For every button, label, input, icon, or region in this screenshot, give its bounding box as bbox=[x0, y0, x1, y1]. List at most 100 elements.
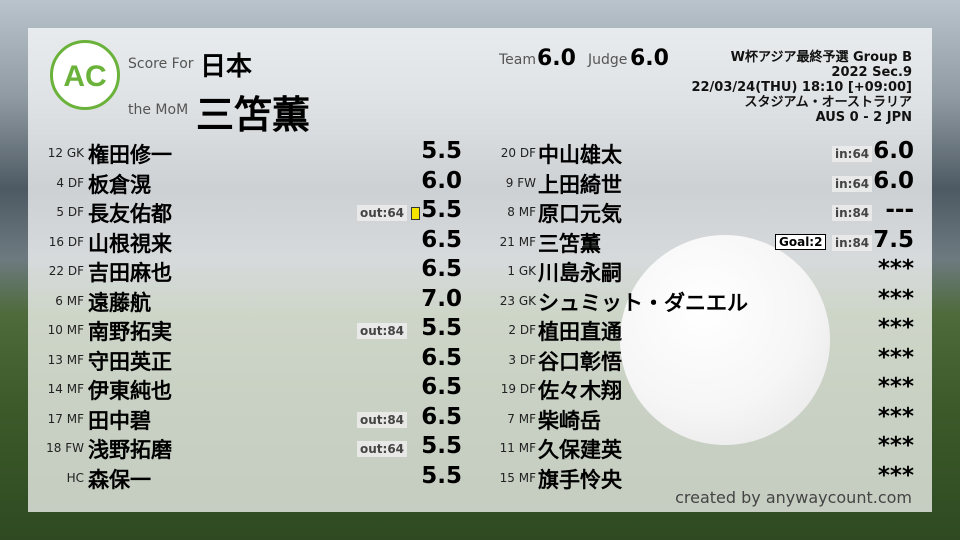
substitution-tag: in:84 bbox=[832, 205, 873, 221]
player-row: 21 MF 三笘薫 7.5 in:84 Goal:2 bbox=[0, 226, 960, 256]
player-number-position: 20 DF bbox=[500, 146, 536, 160]
season: 2022 Sec.9 bbox=[831, 65, 912, 80]
player-name: 旗手怜央 bbox=[538, 467, 622, 492]
player-number-position: 11 MF bbox=[499, 441, 536, 455]
player-number-position: 8 MF bbox=[507, 205, 536, 219]
player-name: 川島永嗣 bbox=[538, 261, 622, 285]
substitution-tag: out:64 bbox=[357, 205, 408, 221]
player-number-position: 15 MF bbox=[499, 470, 536, 485]
player-name: 中山雄太 bbox=[538, 143, 622, 167]
venue: スタジアム・オーストラリア bbox=[744, 95, 912, 110]
substitution-tag: in:64 bbox=[832, 146, 873, 162]
player-name: 吉田麻也 bbox=[88, 261, 172, 285]
player-number-position: 4 DF bbox=[56, 175, 84, 190]
judge-score: 6.0 bbox=[630, 46, 669, 71]
player-score: *** bbox=[877, 374, 914, 400]
goal-badge: Goal:2 bbox=[775, 233, 827, 250]
player-number-position: HC bbox=[66, 470, 84, 485]
player-row: 1 GK 川島永嗣 *** bbox=[0, 256, 960, 285]
player-score: 7.5 bbox=[873, 226, 914, 253]
player-row: 10 MF 南野拓実 5.5 out:84 bbox=[0, 315, 960, 344]
player-number-position: 3 DF bbox=[508, 352, 536, 367]
player-name: 浅野拓磨 bbox=[88, 438, 172, 462]
competition: W杯アジア最終予選 Group B bbox=[730, 50, 912, 65]
player-score: 6.5 bbox=[421, 226, 462, 253]
player-row: 2 DF 植田直通 *** bbox=[0, 315, 960, 344]
player-row: 18 FW 浅野拓磨 5.5 out:64 bbox=[0, 433, 960, 462]
player-score: *** bbox=[877, 344, 914, 371]
player-name: 三笘薫 bbox=[538, 231, 601, 256]
judge-label: Judge bbox=[588, 52, 628, 68]
player-row: 17 MF 田中碧 6.5 out:84 bbox=[0, 403, 960, 433]
player-row: 8 MF 原口元気 --- in:84 bbox=[0, 197, 960, 226]
substitution-tag: out:84 bbox=[357, 323, 408, 339]
team-score: 6.0 bbox=[537, 46, 576, 71]
player-number-position: 21 MF bbox=[499, 234, 536, 249]
player-name: 板倉滉 bbox=[88, 172, 151, 197]
datetime: 22/03/24(THU) 18:10 [+09:00] bbox=[691, 80, 912, 95]
player-name: 長友佑都 bbox=[88, 202, 172, 226]
player-name: 久保建英 bbox=[538, 438, 622, 462]
score-for-label: Score For bbox=[128, 56, 194, 72]
substitution-tag: in:64 bbox=[832, 175, 873, 192]
player-name: 権田修一 bbox=[88, 143, 172, 167]
player-score: 6.5 bbox=[421, 403, 462, 430]
player-score: --- bbox=[885, 197, 914, 223]
player-row: 20 DF 中山雄太 6.0 in:64 bbox=[0, 138, 960, 167]
player-number-position: 23 GK bbox=[499, 293, 536, 308]
player-number-position: 19 DF bbox=[500, 382, 536, 396]
player-name: 守田英正 bbox=[88, 349, 172, 374]
player-score: 7.0 bbox=[421, 285, 462, 312]
mom-name: 三笘薫 bbox=[196, 93, 311, 137]
team-label: Team bbox=[499, 52, 537, 68]
player-row: 23 GK シュミット・ダニエル *** bbox=[0, 285, 960, 315]
player-score: 5.5 bbox=[421, 138, 462, 164]
player-row: 22 DF 吉田麻也 6.5 bbox=[0, 256, 960, 285]
player-score: 6.0 bbox=[873, 138, 914, 164]
player-number-position: 6 MF bbox=[55, 293, 84, 308]
player-score: 6.0 bbox=[873, 167, 914, 194]
player-name: 谷口彰悟 bbox=[538, 349, 622, 374]
score-panel bbox=[28, 28, 932, 512]
player-row: HC 森保一 5.5 bbox=[0, 462, 960, 492]
mom-label: the MoM bbox=[128, 102, 189, 118]
player-name: 佐々木翔 bbox=[538, 379, 622, 403]
player-score: 5.5 bbox=[421, 197, 462, 223]
player-score: *** bbox=[877, 285, 914, 312]
player-score: 6.0 bbox=[421, 167, 462, 194]
player-number-position: 2 DF bbox=[508, 323, 536, 337]
player-row: 7 MF 柴崎岳 *** bbox=[0, 404, 960, 433]
player-score: 5.5 bbox=[421, 315, 462, 341]
result: AUS 0 - 2 JPN bbox=[815, 110, 912, 125]
player-number-position: 7 MF bbox=[507, 411, 536, 426]
player-name: 田中碧 bbox=[88, 408, 151, 433]
player-row: 16 DF 山根視来 6.5 bbox=[0, 226, 960, 256]
player-name: 柴崎岳 bbox=[538, 408, 601, 433]
player-number-position: 18 FW bbox=[46, 441, 84, 455]
substitution-tag: out:84 bbox=[357, 411, 408, 428]
player-score: *** bbox=[877, 256, 914, 282]
match-info: W杯アジア最終予選 Group B 2022 Sec.9 22/03/24(TH… bbox=[691, 50, 912, 125]
team-name: 日本 bbox=[200, 52, 253, 82]
player-row: 6 MF 遠藤航 7.0 bbox=[0, 285, 960, 315]
player-name: 上田綺世 bbox=[538, 172, 622, 197]
player-score: *** bbox=[877, 433, 914, 459]
substitution-tag: in:84 bbox=[832, 234, 873, 251]
player-number-position: 17 MF bbox=[47, 411, 84, 426]
player-number-position: 14 MF bbox=[47, 382, 84, 396]
player-row: 11 MF 久保建英 *** bbox=[0, 433, 960, 462]
player-row: 14 MF 伊東純也 6.5 bbox=[0, 374, 960, 403]
player-score: 5.5 bbox=[421, 462, 462, 489]
player-row: 12 GK 権田修一 5.5 bbox=[0, 138, 960, 167]
player-score: 6.5 bbox=[421, 256, 462, 282]
player-number-position: 10 MF bbox=[47, 323, 84, 337]
substitution-tag: out:64 bbox=[357, 441, 408, 457]
player-name: 伊東純也 bbox=[88, 379, 172, 403]
player-name: シュミット・ダニエル bbox=[538, 290, 748, 315]
player-row: 9 FW 上田綺世 6.0 in:64 bbox=[0, 167, 960, 197]
player-score: *** bbox=[877, 462, 914, 489]
player-score: 6.5 bbox=[421, 374, 462, 400]
player-number-position: 9 FW bbox=[505, 175, 536, 190]
yellow-card-icon bbox=[411, 207, 420, 220]
player-row: 15 MF 旗手怜央 *** bbox=[0, 462, 960, 492]
